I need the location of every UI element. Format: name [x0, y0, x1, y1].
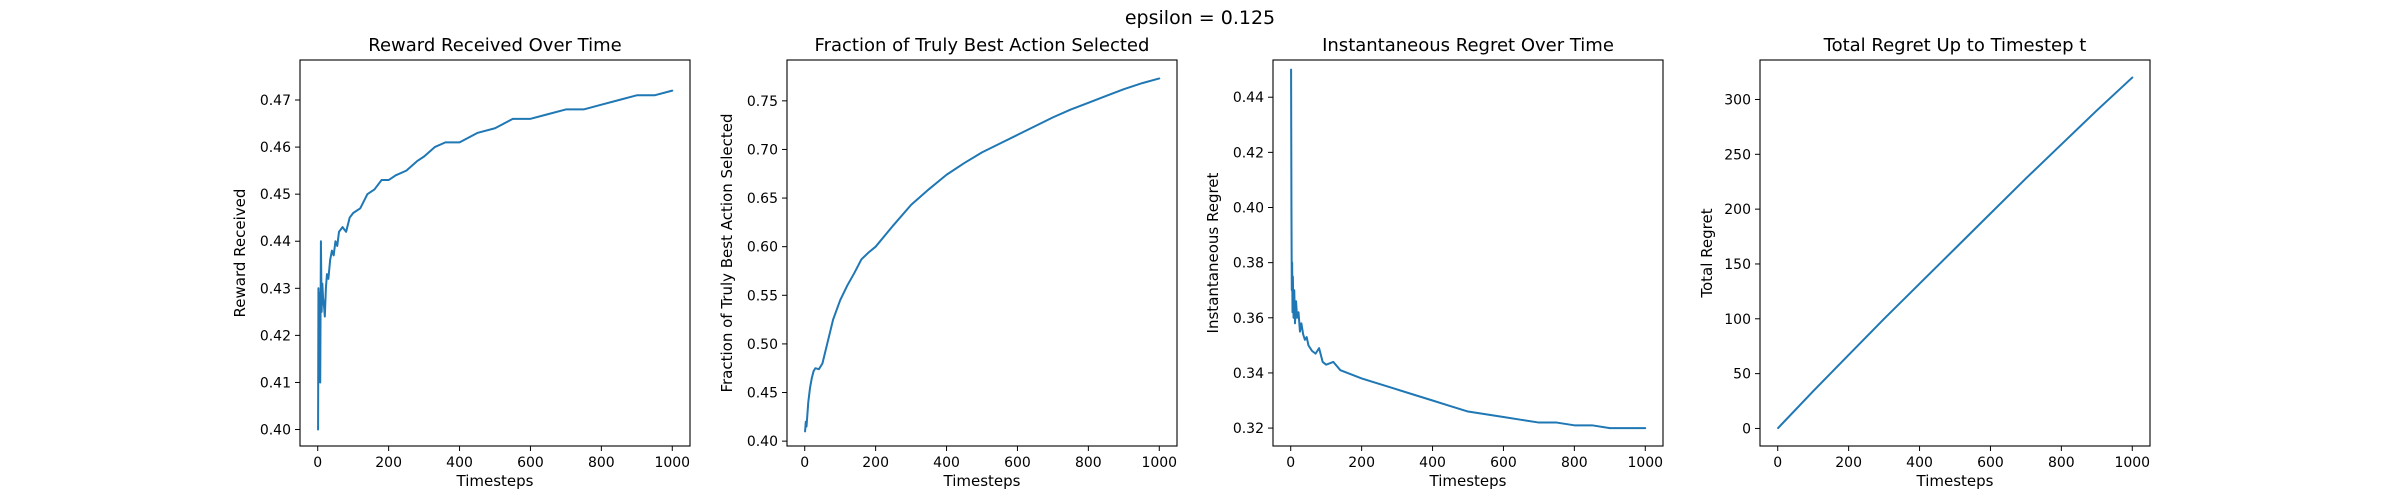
instant-regret-x-tick-label: 0	[1286, 455, 1295, 471]
instant-regret-y-tick-label: 0.36	[1233, 311, 1264, 327]
reward-y-tick-label: 0.44	[260, 234, 291, 250]
reward-x-tick-label: 1000	[654, 455, 690, 471]
instant-regret-y-tick-label: 0.34	[1233, 366, 1264, 382]
best-action-subplot: Fraction of Truly Best Action Selected 0 2…	[718, 35, 1178, 490]
total-regret-x-tick-label: 800	[2048, 455, 2075, 471]
total-regret-x-tick-label: 600	[1977, 455, 2004, 471]
reward-y-tick-label: 0.46	[260, 140, 291, 156]
subplots: Reward Received Over Time 0 200 400 600 800 10…	[231, 35, 2151, 490]
reward-x-tick-label: 600	[517, 455, 544, 471]
reward-y-tick-label: 0.41	[260, 375, 291, 391]
total-regret-y-tick-label: 50	[1733, 367, 1751, 383]
reward-x-tick-label: 200	[375, 455, 402, 471]
reward-title: Reward Received Over Time	[368, 35, 621, 56]
reward-y-tick-label: 0.40	[260, 423, 291, 439]
total-regret-y-tick-label: 300	[1724, 92, 1751, 108]
reward-x-tick-label: 0	[313, 455, 322, 471]
best-action-y-tick-label: 0.70	[747, 142, 778, 158]
total-regret-y-tick-label: 250	[1724, 147, 1751, 163]
best-action-y-tick-label: 0.40	[747, 434, 778, 450]
reward-y-tick-label: 0.47	[260, 93, 291, 109]
reward-series-line	[317, 89, 674, 431]
best-action-x-tick-label: 600	[1004, 455, 1031, 471]
instant-regret-y-axis-label: Instantaneous Regret	[1204, 172, 1222, 333]
best-action-series-line	[804, 77, 1161, 433]
reward-x-tick-label: 400	[446, 455, 473, 471]
instant-regret-x-tick-label: 200	[1348, 455, 1375, 471]
best-action-x-tick-label: 400	[933, 455, 960, 471]
instant-regret-title: Instantaneous Regret Over Time	[1322, 35, 1614, 56]
best-action-y-axis-label: Fraction of Truly Best Action Selected	[718, 113, 736, 392]
instant-regret-y-tick-label: 0.38	[1233, 256, 1264, 272]
total-regret-y-axis-label: Total Regret	[1698, 208, 1716, 298]
best-action-title: Fraction of Truly Best Action Selected	[815, 35, 1150, 56]
instant-regret-axes-frame	[1272, 59, 1664, 447]
total-regret-y-tick-label: 150	[1724, 257, 1751, 273]
best-action-x-tick-label: 200	[862, 455, 889, 471]
reward-y-axis-label: Reward Received	[231, 189, 249, 318]
best-action-y-tick-label: 0.50	[747, 337, 778, 353]
total-regret-subplot: Total Regret Up to Timestep t 0 200 400 600 8…	[1698, 35, 2151, 490]
instant-regret-x-tick-label: 1000	[1627, 455, 1663, 471]
instant-regret-y-tick-label: 0.40	[1233, 201, 1264, 217]
total-regret-series-line	[1777, 76, 2134, 430]
total-regret-x-tick-label: 200	[1835, 455, 1862, 471]
best-action-x-axis-label: Timesteps	[943, 472, 1021, 490]
total-regret-x-tick-label: 400	[1906, 455, 1933, 471]
figure-suptitle: epsilon = 0.125	[1125, 7, 1275, 29]
best-action-y-tick-label: 0.55	[747, 288, 778, 304]
reward-axes-frame	[299, 59, 691, 447]
best-action-x-tick-label: 800	[1075, 455, 1102, 471]
total-regret-title: Total Regret Up to Timestep t	[1823, 35, 2087, 56]
instant-regret-y-tick-label: 0.44	[1233, 90, 1264, 106]
reward-subplot: Reward Received Over Time 0 200 400 600 800 10…	[231, 35, 691, 490]
instant-regret-x-axis-label: Timesteps	[1429, 472, 1507, 490]
best-action-y-tick-label: 0.65	[747, 191, 778, 207]
reward-x-axis-label: Timesteps	[456, 472, 534, 490]
reward-y-tick-label: 0.42	[260, 328, 291, 344]
best-action-y-tick-label: 0.75	[747, 94, 778, 110]
best-action-y-tick-label: 0.60	[747, 240, 778, 256]
best-action-axes-frame	[786, 59, 1178, 447]
best-action-y-tick-label: 0.45	[747, 386, 778, 402]
total-regret-y-tick-label: 0	[1742, 421, 1751, 437]
best-action-x-tick-label: 1000	[1141, 455, 1177, 471]
total-regret-axes-frame	[1759, 59, 2151, 447]
instant-regret-subplot: Instantaneous Regret Over Time 0 200 400 600…	[1204, 35, 1664, 490]
reward-x-tick-label: 800	[588, 455, 615, 471]
instant-regret-series-line	[1290, 68, 1647, 430]
total-regret-x-tick-label: 1000	[2114, 455, 2150, 471]
total-regret-y-tick-label: 100	[1724, 312, 1751, 328]
total-regret-x-axis-label: Timesteps	[1916, 472, 1994, 490]
total-regret-x-tick-label: 0	[1773, 455, 1782, 471]
instant-regret-x-tick-label: 600	[1490, 455, 1517, 471]
reward-y-tick-label: 0.43	[260, 281, 291, 297]
best-action-x-tick-label: 0	[800, 455, 809, 471]
instant-regret-y-tick-label: 0.42	[1233, 145, 1264, 161]
instant-regret-x-tick-label: 800	[1561, 455, 1588, 471]
reward-y-tick-label: 0.45	[260, 187, 291, 203]
instant-regret-x-tick-label: 400	[1419, 455, 1446, 471]
total-regret-y-tick-label: 200	[1724, 202, 1751, 218]
instant-regret-y-tick-label: 0.32	[1233, 421, 1264, 437]
